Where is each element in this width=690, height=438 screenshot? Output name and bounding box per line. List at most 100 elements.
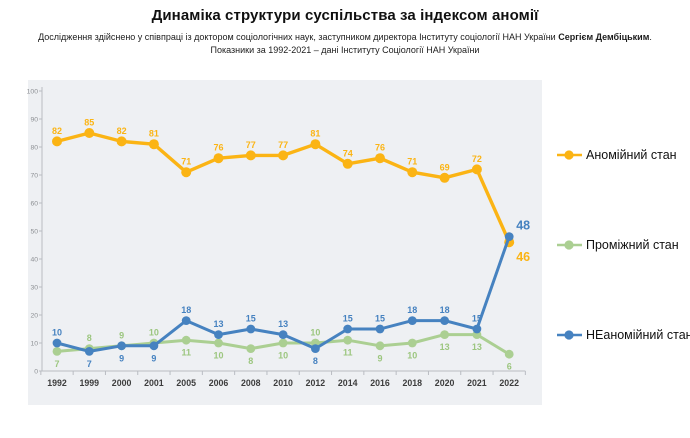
data-point-non_anomic <box>278 330 288 339</box>
data-point-non_anomic <box>375 324 385 334</box>
data-point-non_anomic <box>181 316 191 325</box>
line-chart: 0 10 20 30 40 50 60 70 80 90 100 1992 1999 2000 2001 20… <box>27 87 530 388</box>
data-label-non_anomic: 13 <box>213 319 223 329</box>
legend-item-anomic: Аномійний стан <box>556 143 677 167</box>
legend-item-intermediate: Проміжний стан <box>556 233 679 257</box>
legend-label-anomic: Аномійний стан <box>586 148 677 162</box>
data-label-non_anomic: 9 <box>119 353 124 363</box>
data-label-non_anomic: 10 <box>52 328 62 338</box>
data-point-anomic <box>181 167 192 178</box>
x-axis-label: 1999 <box>80 378 100 388</box>
data-point-anomic <box>342 158 353 169</box>
data-point-anomic <box>471 164 482 175</box>
legend-dot <box>564 330 574 340</box>
data-point-intermediate <box>440 330 449 339</box>
x-axis-label: 2022 <box>499 378 519 388</box>
legend-dot <box>564 240 574 250</box>
data-point-anomic <box>245 150 256 161</box>
data-point-non_anomic <box>440 316 449 325</box>
data-label-non_anomic: 48 <box>516 219 530 233</box>
data-point-intermediate <box>343 335 353 345</box>
data-label-anomic: 77 <box>278 140 288 150</box>
data-label-anomic: 69 <box>440 162 450 172</box>
legend-marker-intermediate <box>557 240 582 250</box>
data-label-intermediate: 13 <box>440 342 450 352</box>
data-label-intermediate: 10 <box>310 328 320 338</box>
data-point-non_anomic <box>84 347 94 356</box>
data-label-non_anomic: 15 <box>375 314 385 324</box>
researcher-name: Сергієм Дембіцьким <box>558 32 650 42</box>
data-label-anomic: 72 <box>472 154 482 164</box>
data-label-intermediate: 7 <box>54 359 59 369</box>
data-label-anomic: 71 <box>407 157 417 167</box>
data-point-non_anomic <box>343 324 353 334</box>
data-point-non_anomic <box>311 344 320 353</box>
data-label-non_anomic: 18 <box>181 305 191 315</box>
data-label-anomic: 46 <box>516 250 530 264</box>
data-label-anomic: 85 <box>84 118 94 128</box>
page-title: Динаміка структури суспільства за індекс… <box>151 7 539 24</box>
subtitle-line-1: Дослідження здійснено у співпраці із док… <box>0 31 690 44</box>
data-label-intermediate: 10 <box>149 328 159 338</box>
x-axis-label: 2008 <box>241 378 261 388</box>
data-point-anomic <box>278 150 289 161</box>
data-label-non_anomic: 15 <box>472 314 482 324</box>
data-label-anomic: 81 <box>310 129 320 139</box>
data-point-non_anomic <box>214 330 223 339</box>
subtitle-line-2: Показники за 1992-2021 – дані Інституту … <box>210 45 480 55</box>
data-label-anomic: 76 <box>375 143 385 153</box>
x-axis-label: 2016 <box>370 378 390 388</box>
y-axis-tick-label: 100 <box>27 89 39 96</box>
data-label-non_anomic: 9 <box>151 353 156 363</box>
legend-marker-non-anomic <box>557 330 582 340</box>
data-label-intermediate: 6 <box>507 362 512 372</box>
data-point-non_anomic <box>52 338 62 348</box>
y-axis-tick-label: 0 <box>34 369 38 376</box>
legend-label-non-anomic: НЕаномійний стан <box>586 328 690 342</box>
x-axis-label: 2012 <box>306 378 326 388</box>
data-label-anomic: 82 <box>117 126 127 136</box>
data-point-intermediate <box>214 338 223 348</box>
data-label-non_anomic: 18 <box>407 305 417 315</box>
data-point-intermediate <box>407 338 417 348</box>
data-label-intermediate: 10 <box>278 351 288 361</box>
x-axis-label: 2021 <box>467 378 487 388</box>
data-label-intermediate: 13 <box>472 342 482 352</box>
data-point-anomic <box>116 136 127 147</box>
data-label-intermediate: 11 <box>181 348 191 358</box>
data-point-intermediate <box>52 347 62 356</box>
data-point-non_anomic <box>504 232 514 242</box>
data-label-non_anomic: 15 <box>343 314 353 324</box>
data-point-anomic <box>84 128 95 138</box>
data-point-intermediate <box>375 341 385 351</box>
data-label-non_anomic: 18 <box>440 305 450 315</box>
data-label-non_anomic: 8 <box>313 356 318 366</box>
y-axis-tick-label: 40 <box>30 257 38 264</box>
legend-dot <box>564 150 574 160</box>
data-label-intermediate: 11 <box>343 348 353 358</box>
data-point-anomic <box>310 139 321 150</box>
x-axis-label: 2005 <box>176 378 196 388</box>
legend-label-intermediate: Проміжний стан <box>586 238 679 252</box>
data-point-anomic <box>375 153 385 164</box>
chart-header: Динаміка структури суспільства за індекс… <box>0 7 690 57</box>
y-axis-tick-label: 30 <box>30 285 38 292</box>
y-axis-tick-label: 20 <box>30 313 38 320</box>
data-label-intermediate: 9 <box>119 330 124 340</box>
data-point-anomic <box>52 136 62 147</box>
data-point-non_anomic <box>472 324 482 334</box>
subtitle-period: . <box>649 32 652 42</box>
data-label-intermediate: 9 <box>377 353 382 363</box>
y-axis-tick-label: 80 <box>30 145 38 152</box>
x-axis-label: 2020 <box>435 378 455 388</box>
data-point-non_anomic <box>407 316 417 325</box>
subtitle-text: Дослідження здійснено у співпраці із док… <box>38 32 559 42</box>
data-label-intermediate: 10 <box>213 351 223 361</box>
data-label-non_anomic: 15 <box>246 314 256 324</box>
x-axis-label: 2006 <box>209 378 229 388</box>
data-point-anomic <box>407 167 418 178</box>
data-label-anomic: 76 <box>213 143 223 153</box>
y-axis-tick-label: 70 <box>30 173 38 180</box>
data-point-non_anomic <box>246 324 256 334</box>
